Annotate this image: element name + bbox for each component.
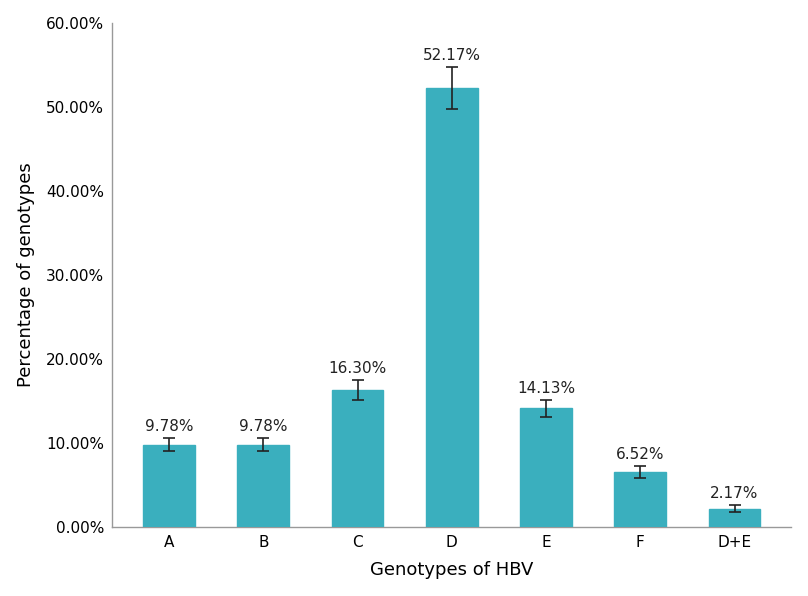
Bar xyxy=(238,445,289,527)
Bar xyxy=(614,472,667,527)
Bar xyxy=(709,508,760,527)
Text: 16.30%: 16.30% xyxy=(328,361,387,375)
Text: 52.17%: 52.17% xyxy=(423,48,481,63)
Bar xyxy=(426,88,478,527)
Text: 6.52%: 6.52% xyxy=(616,447,664,462)
Bar xyxy=(143,445,195,527)
Text: 9.78%: 9.78% xyxy=(145,419,193,434)
Y-axis label: Percentage of genotypes: Percentage of genotypes xyxy=(17,162,35,387)
Bar xyxy=(331,390,384,527)
Text: 14.13%: 14.13% xyxy=(517,380,575,396)
X-axis label: Genotypes of HBV: Genotypes of HBV xyxy=(370,561,533,579)
Text: 9.78%: 9.78% xyxy=(239,419,288,434)
Bar xyxy=(520,408,572,527)
Text: 2.17%: 2.17% xyxy=(710,486,759,501)
